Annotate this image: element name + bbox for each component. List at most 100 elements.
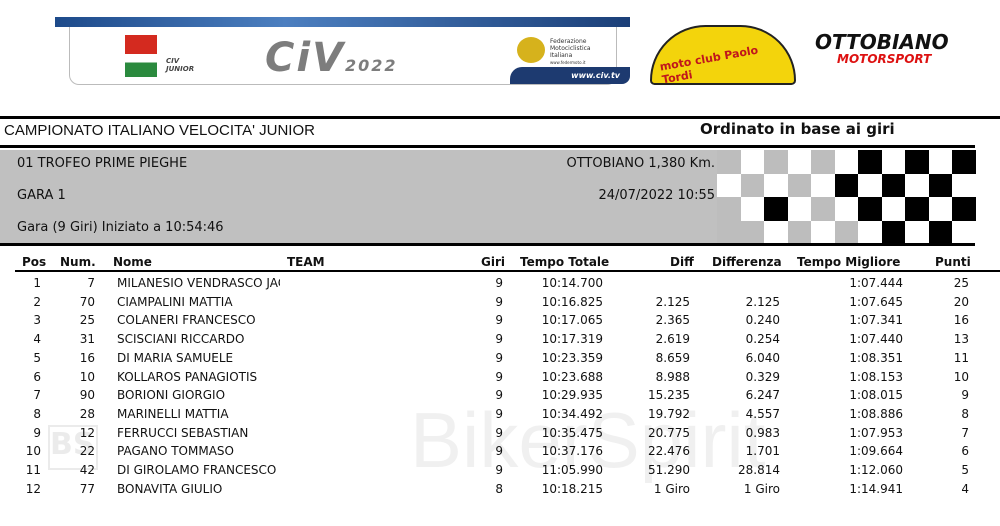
cell-gap: 28.814: [738, 463, 780, 477]
checker-cell: [717, 173, 741, 198]
cell-points: 6: [961, 444, 969, 459]
col-gap: Differenza: [712, 255, 782, 269]
fmi-url: www.federmoto.it: [550, 60, 586, 65]
cell-gap: 4.557: [745, 406, 780, 421]
cell-best: 1:07.444: [849, 276, 903, 290]
table-row: 11 42 DI GIROLAMO FRANCESCO 9 11:05.990 51.29…: [0, 463, 1000, 481]
trophy-name: 01 TROFEO PRIME PIEGHE: [17, 156, 188, 171]
checker-cell: [740, 150, 765, 174]
cell-laps: 9: [495, 444, 503, 459]
checker-cell: [787, 220, 812, 245]
col-name: Nome: [113, 255, 152, 269]
cell-total: 10:14.700: [541, 276, 603, 290]
cell-best: 1:08.351: [849, 350, 903, 365]
cell-pos: 2: [33, 294, 41, 309]
checker-cell: [811, 173, 835, 198]
cell-points: 11: [953, 350, 969, 365]
cell-name: BONAVITA GIULIO: [117, 481, 223, 496]
cell-best: 1:07.645: [849, 294, 903, 309]
cell-pos: 9: [33, 425, 41, 440]
cell-laps: 9: [495, 463, 503, 477]
civ-junior-text: CIV JUNIOR: [166, 57, 194, 73]
cell-diff: 2.365: [655, 313, 690, 328]
cell-total: 10:16.825: [541, 294, 603, 309]
cell-name: MILANESIO VENDRASCO JACO: [117, 276, 280, 290]
cell-num: 70: [79, 294, 95, 309]
race-info: Gara (9 Giri) Iniziato a 10:54:46: [17, 220, 224, 235]
col-diff: Diff: [670, 255, 694, 269]
checker-cell: [858, 220, 882, 245]
cell-laps: 9: [495, 313, 503, 328]
cell-best: 1:12.060: [849, 463, 903, 477]
checker-cell: [740, 173, 765, 198]
cell-num: 22: [79, 444, 95, 459]
cell-laps: 9: [495, 369, 503, 384]
cell-points: 25: [953, 276, 969, 290]
fmi-text: Federazione Motociclistica Italiana www.f…: [550, 38, 610, 66]
cell-name: BORIONI GIORGIO: [117, 388, 226, 403]
cell-diff: 20.775: [648, 425, 690, 440]
ottobiano-text: OTTOBIANO: [815, 30, 949, 54]
cell-gap: 0.329: [745, 369, 780, 384]
fmi-logo: [517, 37, 545, 63]
cell-best: 1:07.341: [849, 313, 903, 328]
checker-cell: [764, 150, 788, 174]
cell-points: 7: [961, 425, 969, 440]
checker-cell: [905, 150, 929, 174]
cell-diff: 1 Giro: [653, 481, 690, 496]
panel-top-rule: [0, 145, 975, 148]
race-datetime: 24/07/2022 10:55: [598, 188, 715, 203]
table-row: 9 12 FERRUCCI SEBASTIAN 9 10:35.475 20.775 0.9…: [0, 426, 1000, 444]
cell-laps: 9: [495, 276, 503, 290]
checker-cell: [905, 220, 929, 245]
cell-num: 7: [87, 276, 95, 290]
checker-cell: [717, 150, 741, 174]
cell-num: 77: [79, 481, 95, 496]
civ-year: 2022: [345, 56, 398, 75]
cell-name: CIAMPALINI MATTIA: [117, 294, 233, 309]
checker-cell: [740, 220, 765, 245]
cell-num: 28: [79, 406, 95, 421]
civ-site-link[interactable]: www.civ.tv: [510, 67, 630, 84]
table-row: 2 70 CIAMPALINI MATTIA 9 10:16.825 2.125 2.125…: [0, 295, 1000, 313]
checker-cell: [764, 173, 788, 198]
cell-num: 42: [79, 463, 95, 477]
civ-junior-logo: [125, 35, 157, 77]
cell-diff: 22.476: [648, 444, 690, 459]
cell-gap: 1 Giro: [743, 481, 780, 496]
cell-total: 10:29.935: [541, 388, 603, 403]
table-row: 6 10 KOLLAROS PANAGIOTIS 9 10:23.688 8.988 0.3…: [0, 370, 1000, 388]
cell-pos: 5: [33, 350, 41, 365]
cell-name: KOLLAROS PANAGIOTIS: [117, 369, 258, 384]
checker-cell: [834, 220, 859, 245]
cell-pos: 7: [33, 388, 41, 403]
cell-gap: 6.247: [745, 388, 780, 403]
cell-total: 11:05.990: [541, 463, 603, 477]
header-rule: [15, 270, 1000, 272]
checker-cell: [928, 220, 953, 245]
col-total: Tempo Totale: [520, 255, 610, 269]
cell-gap: 6.040: [745, 350, 780, 365]
cell-diff: 2.125: [655, 294, 690, 309]
watermark-logo: BS: [48, 425, 98, 470]
checker-cell: [764, 197, 788, 221]
table-row: 10 22 PAGANO TOMMASO 9 10:37.176 22.476 1.701 1…: [0, 444, 1000, 462]
checker-cell: [740, 197, 765, 221]
cell-name: DI GIROLAMO FRANCESCO: [117, 463, 277, 477]
motoclub-text: moto club Paolo Tordi: [658, 43, 760, 87]
cell-pos: 8: [33, 406, 41, 421]
checker-cell: [881, 197, 906, 221]
cell-total: 10:23.688: [541, 369, 603, 384]
col-points: Punti: [935, 255, 971, 269]
cell-best: 1:09.664: [849, 444, 903, 459]
cell-num: 10: [79, 369, 95, 384]
cell-points: 20: [953, 294, 969, 309]
cell-num: 16: [79, 350, 95, 365]
civ-small: CIV: [166, 57, 180, 65]
cell-best: 1:08.015: [849, 388, 903, 403]
table-row: 12 77 BONAVITA GIULIO 8 10:18.215 1 Giro 1 Gir…: [0, 482, 1000, 500]
checker-cell: [811, 150, 835, 174]
cell-total: 10:17.319: [541, 332, 603, 347]
cell-best: 1:07.440: [849, 332, 903, 347]
cell-pos: 12: [25, 481, 41, 496]
